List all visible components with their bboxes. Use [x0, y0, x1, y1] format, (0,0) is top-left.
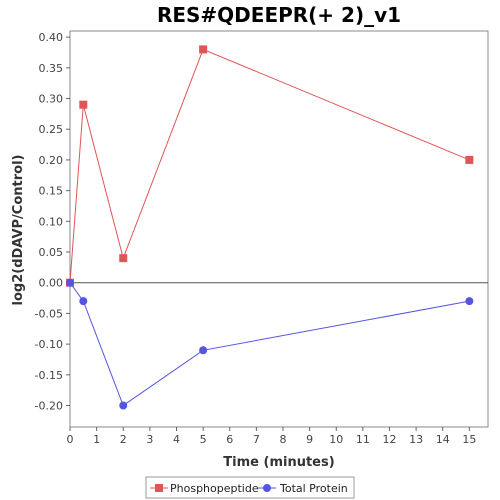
x-axis: 0 1 2 3 4 5 6 7 8 9 10 11 12 13 14 15	[67, 427, 476, 446]
x-tick-label-4: 4	[173, 433, 180, 446]
x-tick-label-6: 6	[226, 433, 233, 446]
y-tick-label-10: 0.30	[39, 93, 64, 106]
point-phosphopeptide-1	[79, 100, 88, 109]
x-tick-label-11: 11	[356, 433, 370, 446]
y-tick-label-6: 0.10	[39, 215, 64, 228]
y-tick-label-7: 0.15	[39, 185, 64, 198]
y-tick-label-0: -0.20	[35, 400, 63, 413]
point-total-protein-2	[119, 401, 128, 410]
x-tick-label-1: 1	[93, 433, 100, 446]
x-tick-label-10: 10	[329, 433, 343, 446]
legend-marker-total-protein	[263, 484, 271, 492]
point-phosphopeptide-4	[465, 155, 474, 164]
point-total-protein-0	[66, 278, 74, 287]
legend-box	[145, 476, 355, 499]
x-axis-label: Time (minutes)	[223, 455, 334, 470]
y-tick-label-5: 0.05	[39, 246, 64, 259]
point-phosphopeptide-2	[119, 254, 128, 263]
y-tick-label-2: -0.10	[35, 338, 63, 351]
y-tick-label-11: 0.35	[39, 62, 64, 75]
series-layer	[66, 45, 474, 410]
y-tick-label-4: 0.00	[39, 277, 64, 290]
point-phosphopeptide-3	[199, 45, 208, 54]
x-tick-label-15: 15	[462, 433, 476, 446]
y-axis-label: log2(dDAVP/Control)	[11, 155, 26, 306]
x-tick-label-8: 8	[279, 433, 286, 446]
point-total-protein-4	[465, 297, 474, 306]
x-tick-label-3: 3	[146, 433, 153, 446]
legend: Phosphopeptide Total Protein	[145, 476, 355, 499]
y-tick-label-9: 0.25	[39, 123, 64, 136]
point-total-protein-3	[199, 346, 208, 355]
y-tick-label-3: -0.05	[35, 307, 63, 320]
x-tick-label-7: 7	[253, 433, 260, 446]
x-tick-label-0: 0	[67, 433, 74, 446]
y-tick-label-1: -0.15	[35, 369, 63, 382]
y-tick-label-8: 0.20	[39, 154, 64, 167]
x-tick-label-2: 2	[120, 433, 127, 446]
point-total-protein-1	[79, 297, 88, 306]
y-tick-label-12: 0.40	[39, 31, 64, 44]
x-tick-label-9: 9	[306, 433, 313, 446]
x-tick-label-13: 13	[409, 433, 423, 446]
chart-title: RES#QDEEPR(+ 2)_v1	[157, 3, 401, 27]
x-tick-label-12: 12	[382, 433, 396, 446]
legend-label-phosphopeptide: Phosphopeptide	[170, 482, 259, 495]
plot-area	[69, 30, 489, 428]
x-tick-label-5: 5	[200, 433, 207, 446]
y-axis: -0.20 -0.15 -0.10 -0.05 0.00 0.05 0.10 0.15 0.20…	[35, 31, 70, 413]
x-tick-label-14: 14	[436, 433, 450, 446]
legend-marker-phosphopeptide	[155, 484, 163, 492]
legend-label-total-protein: Total Protein	[279, 482, 348, 495]
